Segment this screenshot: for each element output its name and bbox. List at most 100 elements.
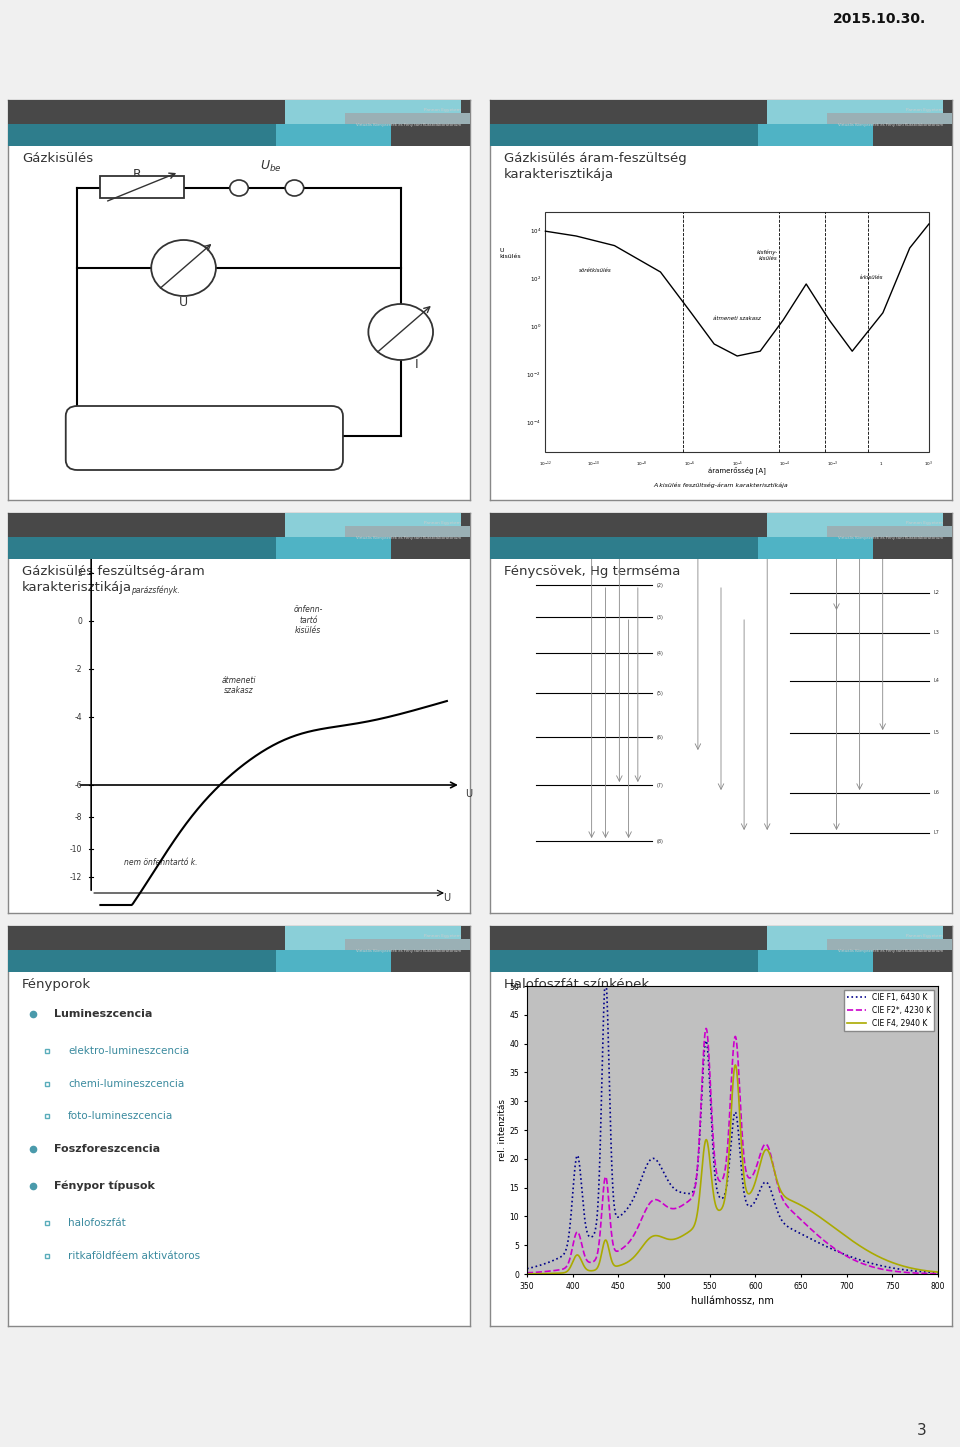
Bar [758, 537, 874, 559]
X-axis label: hullámhossz, nm: hullámhossz, nm [691, 1297, 774, 1307]
Text: elektro-lumineszcencia: elektro-lumineszcencia [68, 1046, 189, 1056]
CIE F1, 6430 K [564, 1226, 575, 1243]
Bar [490, 926, 952, 972]
Text: $10^{-5}$: $10^{-5}$ [732, 460, 743, 469]
Text: chemi-lumineszcencia: chemi-lumineszcencia [68, 1078, 184, 1088]
Bar [758, 124, 874, 146]
Text: átmeneti szakasz: átmeneti szakasz [713, 315, 761, 321]
Circle shape [285, 179, 303, 195]
Text: átmeneti
szakasz: átmeneti szakasz [222, 676, 256, 695]
Bar [828, 113, 952, 124]
Bar [285, 926, 461, 949]
Text: $10^3$: $10^3$ [924, 460, 933, 469]
Text: $10^{-6}$: $10^{-6}$ [684, 460, 695, 469]
Text: L4: L4 [933, 679, 940, 683]
Text: Gázkisülés áram-feszültség
karakterisztikája: Gázkisülés áram-feszültség karakteriszti… [504, 152, 686, 181]
Circle shape [152, 240, 216, 297]
Text: Pannon Egyetem: Pannon Egyetem [906, 109, 943, 113]
Text: (3): (3) [657, 615, 663, 619]
Bar [490, 949, 758, 972]
Bar [767, 514, 943, 537]
Text: (4): (4) [657, 651, 663, 655]
CIE F1, 6430 K [599, 977, 611, 994]
Text: parázsfényk.: parázsfényk. [132, 586, 180, 595]
Bar [346, 113, 470, 124]
Text: sörétkisülés: sörétkisülés [579, 268, 612, 273]
Bar [346, 527, 470, 537]
Text: $10^0$: $10^0$ [530, 323, 540, 331]
Text: U: U [179, 297, 188, 310]
Bar [767, 926, 943, 949]
Text: kisfény-
kisülés: kisfény- kisülés [757, 250, 779, 260]
Text: -2: -2 [75, 664, 82, 673]
Text: 2015.10.30.: 2015.10.30. [833, 12, 926, 26]
Bar [285, 100, 461, 124]
Text: Fénycsövek, Hg termséma: Fénycsövek, Hg termséma [504, 564, 681, 577]
Text: $10^2$: $10^2$ [530, 275, 540, 284]
Text: L7: L7 [933, 831, 940, 835]
CIE F2*, 4230 K [842, 1249, 853, 1266]
Text: $E_2|$: $E_2|$ [253, 430, 271, 446]
Text: (5): (5) [657, 690, 663, 696]
Line: CIE F1, 6430 K: CIE F1, 6430 K [527, 985, 938, 1273]
Text: Pannon Egyetem: Pannon Egyetem [424, 521, 461, 525]
Bar [490, 100, 952, 146]
CIE F1, 6430 K [932, 1265, 944, 1282]
CIE F4, 2940 K [850, 1234, 861, 1252]
Bar [545, 213, 929, 451]
Line: CIE F2*, 4230 K: CIE F2*, 4230 K [527, 1029, 938, 1273]
Text: Pannon Egyetem: Pannon Egyetem [424, 109, 461, 113]
Text: 0: 0 [77, 616, 82, 625]
CIE F4, 2940 K [687, 1218, 699, 1236]
Text: L5: L5 [933, 731, 940, 735]
Text: 2: 2 [77, 569, 82, 577]
CIE F1, 6430 K [521, 1260, 533, 1278]
CIE F2*, 4230 K [850, 1252, 861, 1269]
Text: Virtuális Környezetek és Fény tani Kutatólaboratórium: Virtuális Környezetek és Fény tani Kutat… [355, 535, 461, 540]
CIE F4, 2940 K [804, 1201, 815, 1218]
Bar [276, 949, 392, 972]
CIE F2*, 4230 K [687, 1187, 699, 1204]
Text: -4: -4 [74, 712, 82, 722]
Text: $1$: $1$ [878, 460, 883, 467]
CIE F2*, 4230 K [932, 1265, 944, 1282]
CIE F4, 2940 K [521, 1265, 533, 1282]
Text: Lumineszcencia: Lumineszcencia [54, 1009, 153, 1019]
CIE F4, 2940 K [703, 1137, 714, 1155]
Text: Gázkisülés feszültség-áram
karakterisztikája: Gázkisülés feszültség-áram karakteriszti… [22, 564, 204, 595]
CIE F4, 2940 K [564, 1260, 575, 1278]
Bar [490, 537, 758, 559]
Text: U: U [466, 789, 472, 799]
Bar [8, 124, 276, 146]
Text: R: R [133, 168, 142, 181]
Text: $10^{-10}$: $10^{-10}$ [587, 460, 600, 469]
Text: $|E_1$: $|E_1$ [110, 430, 128, 446]
CIE F1, 6430 K [850, 1250, 861, 1268]
Y-axis label: rel. intenzitás: rel. intenzitás [498, 1100, 507, 1160]
Circle shape [369, 304, 433, 360]
CIE F1, 6430 K [703, 1053, 714, 1071]
CIE F2*, 4230 K [564, 1253, 575, 1270]
Bar [8, 537, 276, 559]
CIE F2*, 4230 K [804, 1220, 815, 1237]
CIE F4, 2940 K [730, 1056, 741, 1074]
Text: $10^{-2}$: $10^{-2}$ [526, 370, 540, 381]
Text: I: I [415, 357, 419, 370]
Text: $10^4$: $10^4$ [530, 227, 540, 236]
CIE F4, 2940 K [932, 1263, 944, 1281]
Text: Virtuális Környezetek és Fény tani Kutatólaboratórium: Virtuális Környezetek és Fény tani Kutat… [355, 949, 461, 954]
Bar [285, 514, 461, 537]
Text: A: A [74, 538, 81, 548]
Text: Fénypor típusok: Fénypor típusok [54, 1181, 156, 1191]
Line: CIE F4, 2940 K: CIE F4, 2940 K [527, 1065, 938, 1273]
Bar [767, 100, 943, 124]
Bar [101, 177, 183, 198]
Bar [8, 926, 470, 972]
Bar [828, 527, 952, 537]
Text: L2: L2 [933, 590, 940, 596]
Text: L1: L1 [933, 550, 940, 556]
Bar [346, 939, 470, 949]
Text: $10^{-12}$: $10^{-12}$ [539, 460, 552, 469]
CIE F4, 2940 K [842, 1229, 853, 1246]
Text: ívkisülés: ívkisülés [244, 546, 280, 556]
